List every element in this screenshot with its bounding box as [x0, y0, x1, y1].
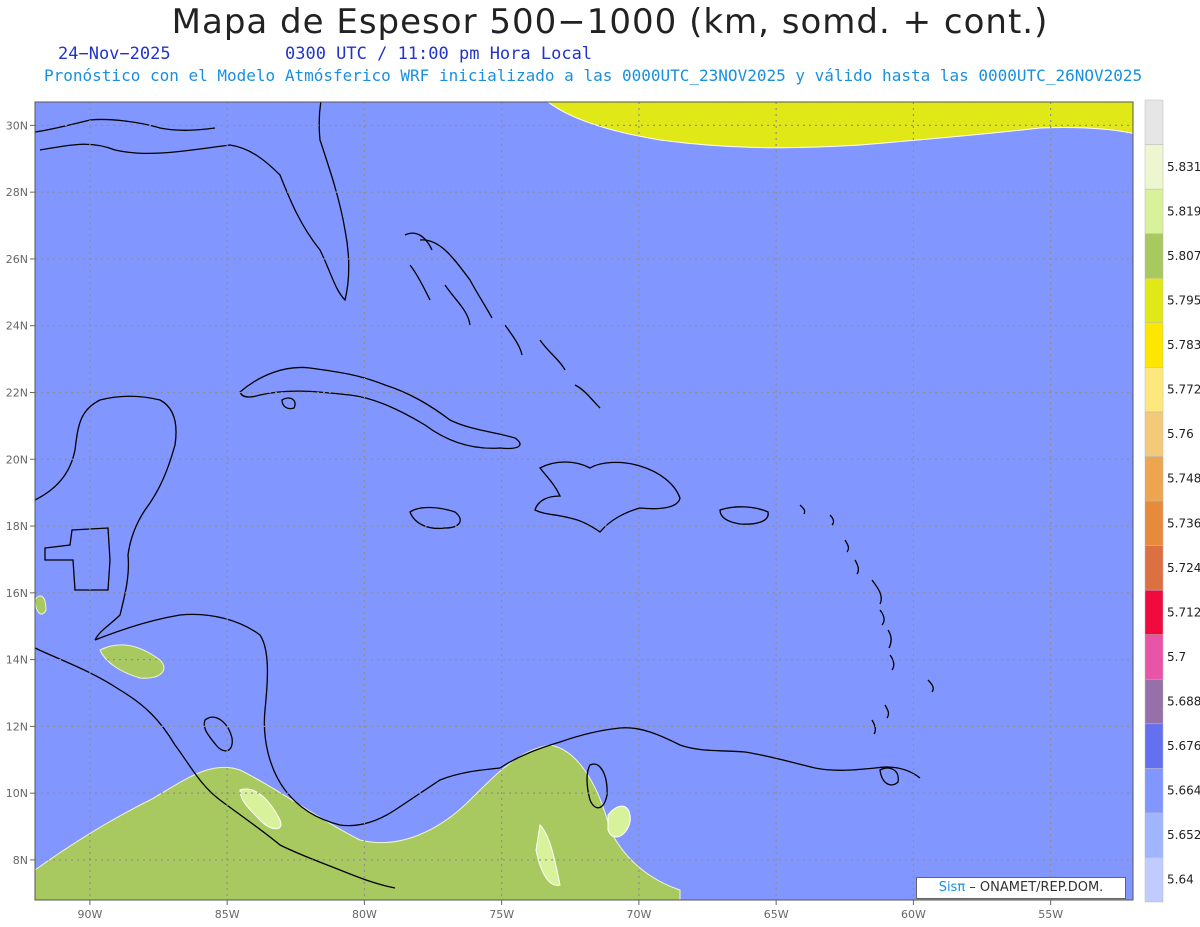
- lesser-antilles: [799, 504, 934, 735]
- colorbar-label: 5.819: [1167, 204, 1200, 218]
- longitude-axis: 90W 85W 80W 75W 70W 65W 60W 55W: [77, 900, 1063, 921]
- colorbar-label: 5.76: [1167, 427, 1194, 441]
- colorbar-label: 5.807: [1167, 249, 1200, 263]
- colorbar-swatch: [1144, 545, 1164, 591]
- colorbar-swatch: [1144, 812, 1164, 858]
- colorbar-swatch: [1144, 144, 1164, 190]
- band-5795-b: [99, 644, 165, 679]
- lon-tick-label: 65W: [764, 908, 789, 921]
- central-america-pacific: [35, 647, 396, 889]
- colorbar-label: 5.688: [1167, 695, 1200, 709]
- colorbar-swatch: [1144, 857, 1164, 903]
- lat-tick-label: 30N: [6, 119, 28, 132]
- trinidad: [879, 767, 899, 786]
- colorbar-swatch: [1144, 99, 1164, 145]
- map-title: Mapa de Espesor 500−1000 (km, somd. + co…: [171, 2, 1049, 42]
- colorbar-swatch: [1144, 188, 1164, 234]
- lon-tick-label: 70W: [626, 908, 651, 921]
- map-frame: [34, 101, 1134, 901]
- valid-time: 0300 UTC / 11:00 pm Hora Local: [285, 44, 593, 64]
- colorbar-label: 5.712: [1167, 605, 1200, 619]
- colorbar-swatch: [1144, 768, 1164, 814]
- lake-nicaragua: [203, 716, 233, 752]
- florida-coastline: [39, 102, 350, 302]
- colorbar-swatch: [1144, 589, 1164, 635]
- lat-tick-label: 20N: [6, 453, 28, 466]
- jamaica-coastline: [409, 506, 461, 530]
- valid-date: 24−Nov−2025: [58, 44, 171, 64]
- colorbar-label: 5.831: [1167, 160, 1200, 174]
- colorbar-label: 5.724: [1167, 561, 1200, 575]
- lon-tick-label: 90W: [77, 908, 102, 921]
- lat-tick-label: 8N: [13, 854, 28, 867]
- colorbar-swatch: [1144, 678, 1164, 725]
- lon-tick-label: 80W: [352, 908, 377, 921]
- colorbar: 5.64 5.652 5.664 5.676 5.688 5.7 5.712 5.724 5.7…: [1144, 99, 1200, 903]
- lon-tick-label: 85W: [215, 908, 240, 921]
- cuba-coastline: [239, 366, 521, 450]
- puerto-rico-coastline: [719, 506, 769, 525]
- forecast-description: Pronóstico con el Modelo Atmósferico WRF…: [44, 66, 1143, 85]
- latitude-axis: 8N 10N 12N 14N 16N 18N 20N 22N 24N 26N 28N 30N: [6, 119, 35, 867]
- colorbar-label: 5.772: [1167, 383, 1200, 397]
- lat-tick-label: 24N: [6, 320, 28, 333]
- colorbar-swatch: [1144, 277, 1164, 324]
- colorbar-swatch: [1144, 456, 1164, 502]
- colorbar-swatch: [1144, 500, 1164, 546]
- colorbar-label: 5.7: [1167, 650, 1186, 664]
- lake-maracaibo: [586, 763, 608, 809]
- colorbar-label: 5.64: [1167, 873, 1194, 887]
- colorbar-label: 5.783: [1167, 338, 1200, 352]
- colorbar-swatch: [1144, 233, 1164, 279]
- isla-juventud: [281, 397, 296, 410]
- band-5807: [239, 788, 282, 830]
- colorbar-label: 5.676: [1167, 739, 1200, 753]
- lat-tick-label: 14N: [6, 654, 28, 667]
- thickness-contour-bands: [35, 102, 1133, 900]
- colorbar-swatch: [1144, 411, 1164, 457]
- colorbar-swatch: [1144, 723, 1164, 769]
- hispaniola-coastline: [534, 461, 681, 533]
- band-5664: [35, 102, 1133, 900]
- bahamas-islands: [404, 232, 601, 409]
- lat-tick-label: 16N: [6, 587, 28, 600]
- colorbar-label: 5.652: [1167, 828, 1200, 842]
- band-5807-b: [535, 823, 561, 886]
- lat-tick-label: 26N: [6, 253, 28, 266]
- credit-box: Sisπ – ONAMET/REP.DOM.: [916, 877, 1126, 899]
- colorbar-label: 5.664: [1167, 784, 1200, 798]
- credit-brand: Sisπ: [938, 880, 966, 895]
- lon-tick-label: 60W: [901, 908, 926, 921]
- colorbar-swatch: [1144, 322, 1164, 368]
- south-america-coastline: [499, 727, 921, 779]
- belize-border: [44, 527, 111, 591]
- colorbar-swatch: [1144, 634, 1164, 680]
- credit-text: – ONAMET/REP.DOM.: [965, 880, 1104, 895]
- graticule-grid: [35, 102, 1133, 900]
- band-5807-c: [607, 805, 631, 838]
- colorbar-label: 5.748: [1167, 472, 1200, 486]
- colorbar-label: 5.795: [1167, 294, 1200, 308]
- lat-tick-label: 10N: [6, 787, 28, 800]
- colorbar-label: 5.736: [1167, 516, 1200, 530]
- lon-tick-label: 75W: [489, 908, 514, 921]
- lon-tick-label: 55W: [1038, 908, 1063, 921]
- colorbar-swatch: [1144, 367, 1164, 413]
- yucatan-coastline: [35, 395, 177, 641]
- gulf-coast-west: [35, 118, 216, 133]
- lat-tick-label: 28N: [6, 186, 28, 199]
- lat-tick-label: 18N: [6, 520, 28, 533]
- lat-tick-label: 22N: [6, 386, 28, 399]
- lat-tick-label: 12N: [6, 720, 28, 733]
- band-5795-c: [35, 595, 47, 615]
